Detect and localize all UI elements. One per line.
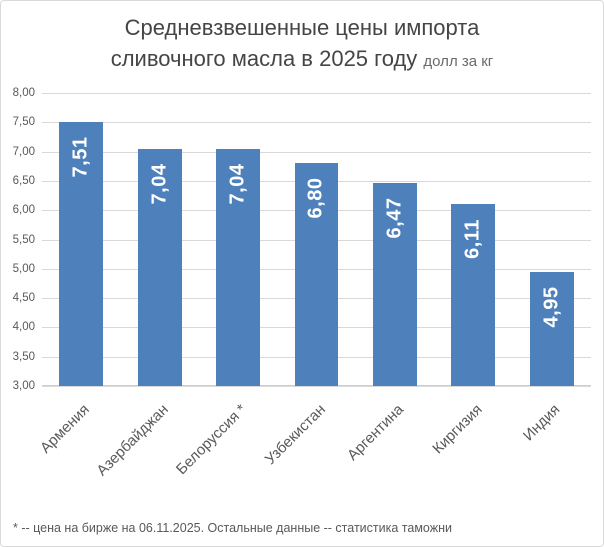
- y-axis-tick-label: 3,50: [12, 350, 35, 363]
- y-axis-tick-label: 4,50: [12, 292, 35, 305]
- bar-value-label: 6,11: [461, 218, 484, 259]
- y-axis-tick-label: 5,00: [12, 262, 35, 275]
- bar-value-label: 7,04: [148, 163, 171, 205]
- footnote: * -- цена на бирже на 06.11.2025. Осталь…: [13, 521, 452, 535]
- y-axis-tick-label: 7,50: [12, 116, 35, 129]
- y-axis: 3,00 3,50 4,00 4,50 5,00 5,50 6,00 6,50 7,00 7,50…: [1, 87, 35, 392]
- gridline: [42, 386, 591, 387]
- y-axis-tick-label: 7,00: [12, 145, 35, 158]
- bar-2: 7,04: [137, 149, 182, 386]
- y-axis-tick-label: 5,50: [12, 233, 35, 246]
- gridline: [42, 122, 591, 124]
- y-axis-tick-label: 4,00: [12, 321, 35, 334]
- bar-6: 6,11: [451, 203, 496, 386]
- x-axis-category-label: Азербайджан: [93, 401, 172, 480]
- x-axis-category-label: Индия: [520, 401, 564, 445]
- chart-title-line-2: сливочного масла в 2025 году долл за кг: [110, 46, 494, 71]
- x-axis-category-labels: Армения Азербайджан Белоруссия * Узбекистан…: [38, 393, 591, 508]
- x-axis-category-label: Аргентина: [344, 401, 407, 464]
- x-axis-category-label: Армения: [37, 401, 94, 457]
- bar-7: 4,95: [529, 271, 574, 386]
- gridline: [42, 93, 591, 94]
- bar-value-label: 7,04: [226, 163, 249, 205]
- bar-value-label: 7,51: [69, 136, 92, 178]
- y-axis-tick-label: 6,00: [12, 204, 35, 217]
- bar-3: 7,04: [216, 149, 261, 386]
- plot-area: 7,51 7,04 7,04 6,80 6,47 6,11 4,95: [42, 93, 591, 387]
- x-axis-category-label: Киргизия: [429, 401, 486, 458]
- y-axis-tick-label: 3,00: [12, 380, 35, 392]
- bar-1: 7,51: [59, 121, 104, 386]
- y-axis-tick-label: 8,00: [12, 87, 35, 99]
- bar-4: 6,80: [294, 163, 339, 386]
- x-axis-category-label: Белоруссия *: [173, 401, 251, 479]
- chart-title-line-1: Средневзвешенные цены импорта: [124, 15, 480, 40]
- y-axis-tick-label: 6,50: [12, 174, 35, 187]
- chart-title: Средневзвешенные цены импорта сливочного…: [1, 12, 603, 77]
- chart-units-label: долл за кг: [423, 53, 494, 70]
- gridline: [42, 151, 591, 153]
- bar-value-label: 6,80: [304, 177, 327, 219]
- bar-value-label: 4,95: [540, 286, 563, 328]
- bar-5: 6,47: [372, 182, 417, 386]
- bar-value-label: 6,47: [383, 197, 406, 239]
- x-axis-category-label: Узбекистан: [261, 401, 329, 469]
